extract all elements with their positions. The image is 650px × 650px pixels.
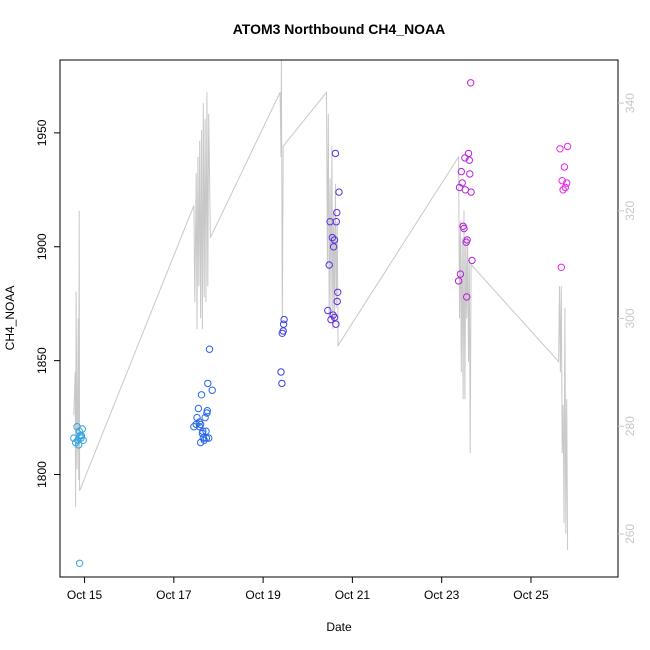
data-point xyxy=(202,434,211,442)
data-point xyxy=(463,293,471,301)
data-point xyxy=(557,263,565,271)
data-point xyxy=(324,306,332,315)
data-point xyxy=(329,243,338,251)
data-point xyxy=(201,413,209,422)
background-line-series xyxy=(73,59,569,551)
data-point xyxy=(279,327,287,335)
y-axis: 1800 1850 1900 1950 xyxy=(35,119,60,488)
points-layer xyxy=(70,79,572,567)
data-point xyxy=(458,179,466,187)
data-point xyxy=(75,441,83,449)
y-tick-label: 1850 xyxy=(35,347,49,374)
data-point xyxy=(460,224,468,233)
data-point xyxy=(200,436,208,444)
data-point xyxy=(193,413,201,422)
y-tick-label: 1900 xyxy=(35,233,49,260)
data-point xyxy=(277,368,285,376)
y2-tick-label: 300 xyxy=(623,308,637,328)
data-point xyxy=(456,270,465,278)
data-point xyxy=(77,432,86,440)
data-point xyxy=(197,391,206,399)
data-point xyxy=(468,256,476,265)
x-tick-label: Oct 15 xyxy=(67,588,103,602)
data-point xyxy=(278,379,286,388)
y-axis-label: CH4_NOAA xyxy=(3,286,17,351)
data-point xyxy=(559,186,567,194)
data-point xyxy=(325,261,333,269)
data-point xyxy=(563,142,572,151)
data-point xyxy=(560,163,569,171)
y2-axis: 260 280 300 320 340 xyxy=(618,93,637,544)
data-point xyxy=(332,218,340,226)
data-point xyxy=(78,425,87,433)
data-point xyxy=(563,179,571,187)
data-point xyxy=(467,79,475,87)
x-axis-label: Date xyxy=(326,620,352,634)
data-point xyxy=(333,208,341,217)
data-point xyxy=(70,434,78,442)
data-point xyxy=(330,236,339,244)
data-point xyxy=(332,320,340,328)
data-point xyxy=(461,154,469,162)
data-point xyxy=(457,167,465,176)
x-tick-label: Oct 19 xyxy=(245,588,281,602)
data-point xyxy=(466,170,474,178)
data-point xyxy=(279,320,288,328)
data-point xyxy=(208,386,216,394)
data-point xyxy=(465,156,473,164)
data-point xyxy=(280,315,288,324)
data-point xyxy=(203,407,212,415)
line-layer xyxy=(73,59,569,551)
data-point xyxy=(333,297,341,306)
y2-tick-label: 340 xyxy=(623,93,637,113)
data-point xyxy=(463,236,471,244)
x-tick-label: Oct 25 xyxy=(513,588,549,602)
plot-frame xyxy=(59,59,619,578)
data-point xyxy=(205,345,214,353)
x-tick-label: Oct 23 xyxy=(424,588,460,602)
data-point xyxy=(75,559,84,567)
data-point xyxy=(330,313,339,322)
data-point xyxy=(194,404,203,413)
data-point xyxy=(199,427,207,435)
data-point xyxy=(202,427,210,435)
data-point xyxy=(328,233,336,242)
data-point xyxy=(334,288,342,296)
data-point xyxy=(464,149,473,158)
data-point xyxy=(556,145,564,153)
y2-tick-label: 280 xyxy=(623,416,637,436)
data-point xyxy=(558,177,566,185)
data-point xyxy=(79,436,87,444)
data-point xyxy=(196,420,205,429)
data-point xyxy=(561,183,569,192)
y-tick-label: 1800 xyxy=(35,461,49,488)
data-point xyxy=(331,149,340,158)
data-point xyxy=(454,277,463,285)
data-point xyxy=(205,434,213,442)
x-tick-label: Oct 17 xyxy=(156,588,192,602)
data-point xyxy=(204,379,212,388)
data-point xyxy=(190,423,198,431)
data-point xyxy=(467,188,475,196)
y2-tick-label: 320 xyxy=(623,200,637,220)
y-tick-label: 1950 xyxy=(35,119,49,146)
data-point xyxy=(335,188,343,196)
x-axis: Oct 15 Oct 17 Oct 19 Oct 21 Oct 23 Oct 25 xyxy=(67,577,549,602)
chart-title: ATOM3 Northbound CH4_NOAA xyxy=(233,21,446,37)
x-tick-label: Oct 21 xyxy=(335,588,371,602)
y2-tick-label: 260 xyxy=(623,524,637,544)
